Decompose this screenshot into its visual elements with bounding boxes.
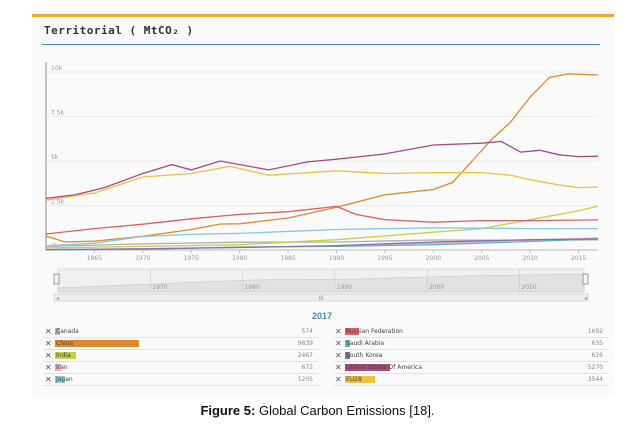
legend-value: 3544 bbox=[587, 376, 603, 383]
legend-value-bar bbox=[55, 376, 66, 383]
navigator-handle-right[interactable] bbox=[582, 273, 589, 285]
y-tick-label: 2.5k bbox=[51, 199, 65, 206]
legend-row-iran[interactable]: ✕ Iran 672 bbox=[44, 362, 319, 374]
legend-value: 574 bbox=[301, 328, 313, 335]
panel-accent-bar bbox=[32, 14, 614, 17]
legend-value-bar bbox=[55, 364, 61, 371]
panel-title: Territorial ( MtCO₂ ) bbox=[44, 24, 194, 37]
navigator-tick-label: 2000 bbox=[429, 284, 444, 291]
x-tick-label: 1965 bbox=[87, 255, 102, 262]
legend-row-india[interactable]: ✕ India 2467 bbox=[44, 350, 319, 362]
series-line-india bbox=[45, 205, 599, 249]
navigator-handle-left[interactable] bbox=[53, 273, 60, 285]
series-line-united-states-of-america bbox=[45, 140, 599, 200]
legend-value-bar bbox=[55, 340, 139, 347]
legend-label: Russian Federation bbox=[346, 328, 403, 335]
legend-label: China bbox=[56, 340, 74, 347]
legend-column-left: ✕ Canada 574 ✕ China 9839 ✕ India 2467 ✕ Iran 672 ✕ J… bbox=[44, 326, 319, 386]
x-tick-label: 1995 bbox=[377, 255, 392, 262]
legend-value: 1205 bbox=[297, 376, 313, 383]
legend-value: 616 bbox=[591, 352, 603, 359]
legend-value-bar bbox=[345, 352, 351, 359]
x-tick-label: 1970 bbox=[135, 255, 150, 262]
x-tick-label: 2010 bbox=[523, 255, 538, 262]
y-tick-label: 5k bbox=[51, 154, 59, 161]
remove-icon[interactable]: ✕ bbox=[45, 327, 52, 336]
legend-label: Japan bbox=[56, 376, 73, 383]
caption-label: Figure 5: bbox=[200, 403, 256, 418]
legend-row-russian-federation[interactable]: ✕ Russian Federation 1692 bbox=[334, 326, 609, 338]
legend-year: 2017 bbox=[311, 311, 333, 321]
legend-label: United States Of America bbox=[346, 364, 423, 371]
legend-label: India bbox=[56, 352, 71, 359]
legend-value-bar bbox=[55, 352, 76, 359]
navigator-area bbox=[57, 273, 585, 293]
legend-row-eu28[interactable]: ✕ EU28 3544 bbox=[334, 374, 609, 386]
scrollbar-grip: III bbox=[318, 295, 324, 302]
remove-icon[interactable]: ✕ bbox=[45, 363, 52, 372]
x-tick-label: 1975 bbox=[184, 255, 199, 262]
remove-icon[interactable]: ✕ bbox=[45, 375, 52, 384]
series-line-china bbox=[45, 73, 599, 243]
remove-icon[interactable]: ✕ bbox=[335, 351, 342, 360]
series-line-eu28 bbox=[45, 165, 599, 201]
legend-value: 1692 bbox=[587, 328, 603, 335]
legend-value-bar bbox=[345, 364, 391, 371]
legend-label: Canada bbox=[56, 328, 79, 335]
series-line-japan bbox=[45, 227, 598, 247]
scroll-right-arrow[interactable]: ▸ bbox=[585, 295, 588, 302]
x-tick-label: 2005 bbox=[474, 255, 489, 262]
legend-column-right: ✕ Russian Federation 1692 ✕ Saudi Arabia 635 ✕… bbox=[334, 326, 609, 386]
x-tick-label: 2000 bbox=[426, 255, 441, 262]
caption-text: Global Carbon Emissions [18]. bbox=[255, 403, 435, 418]
legend-value: 9839 bbox=[297, 340, 313, 347]
legend-value-bar bbox=[55, 328, 61, 335]
navigator-tick-label: 1970 bbox=[152, 284, 167, 291]
x-tick-label: 2015 bbox=[571, 255, 586, 262]
series-line-russian-federation bbox=[45, 205, 599, 235]
legend-value: 2467 bbox=[297, 352, 313, 359]
legend-row-canada[interactable]: ✕ Canada 574 bbox=[44, 326, 319, 338]
legend-row-south-korea[interactable]: ✕ South Korea 616 bbox=[334, 350, 609, 362]
remove-icon[interactable]: ✕ bbox=[45, 339, 52, 348]
legend-value-bar bbox=[345, 340, 351, 347]
navigator-tick-label: 1990 bbox=[337, 284, 352, 291]
navigator-tick-label: 2010 bbox=[521, 284, 536, 291]
title-divider bbox=[42, 44, 600, 45]
legend-value-bar bbox=[345, 376, 376, 383]
legend-label: South Korea bbox=[346, 352, 383, 359]
legend-row-china[interactable]: ✕ China 9839 bbox=[44, 338, 319, 350]
remove-icon[interactable]: ✕ bbox=[45, 351, 52, 360]
legend-row-saudi-arabia[interactable]: ✕ Saudi Arabia 635 bbox=[334, 338, 609, 350]
remove-icon[interactable]: ✕ bbox=[335, 375, 342, 384]
legend-value: 5270 bbox=[587, 364, 603, 371]
legend-value: 672 bbox=[301, 364, 313, 371]
legend-label: Iran bbox=[56, 364, 68, 371]
x-tick-label: 1985 bbox=[280, 255, 295, 262]
legend-value-bar bbox=[345, 328, 360, 335]
chart-panel: Territorial ( MtCO₂ ) 0k 2.5k 5k 7.5k 10k 196… bbox=[32, 14, 614, 396]
legend-label: EU28 bbox=[346, 376, 362, 383]
navigator-scrollbar[interactable] bbox=[53, 293, 589, 302]
legend-value: 635 bbox=[591, 340, 603, 347]
series-line-south-korea bbox=[45, 238, 599, 251]
figure-caption: Figure 5: Global Carbon Emissions [18]. bbox=[0, 403, 635, 418]
legend-row-japan[interactable]: ✕ Japan 1205 bbox=[44, 374, 319, 386]
x-tick-label: 1980 bbox=[232, 255, 247, 262]
navigator-tick-label: 1980 bbox=[245, 284, 260, 291]
scroll-left-arrow[interactable]: ◂ bbox=[56, 295, 59, 302]
remove-icon[interactable]: ✕ bbox=[335, 363, 342, 372]
range-navigator: 1970 1980 1990 2000 2010 ◂ ▸ III bbox=[53, 268, 589, 302]
remove-icon[interactable]: ✕ bbox=[335, 327, 342, 336]
legend-label: Saudi Arabia bbox=[346, 340, 385, 347]
legend-row-united-states-of-america[interactable]: ✕ United States Of America 5270 bbox=[334, 362, 609, 374]
x-tick-label: 1990 bbox=[329, 255, 344, 262]
remove-icon[interactable]: ✕ bbox=[335, 339, 342, 348]
y-tick-label: 10k bbox=[51, 65, 63, 72]
y-tick-label: 7.5k bbox=[51, 110, 65, 117]
